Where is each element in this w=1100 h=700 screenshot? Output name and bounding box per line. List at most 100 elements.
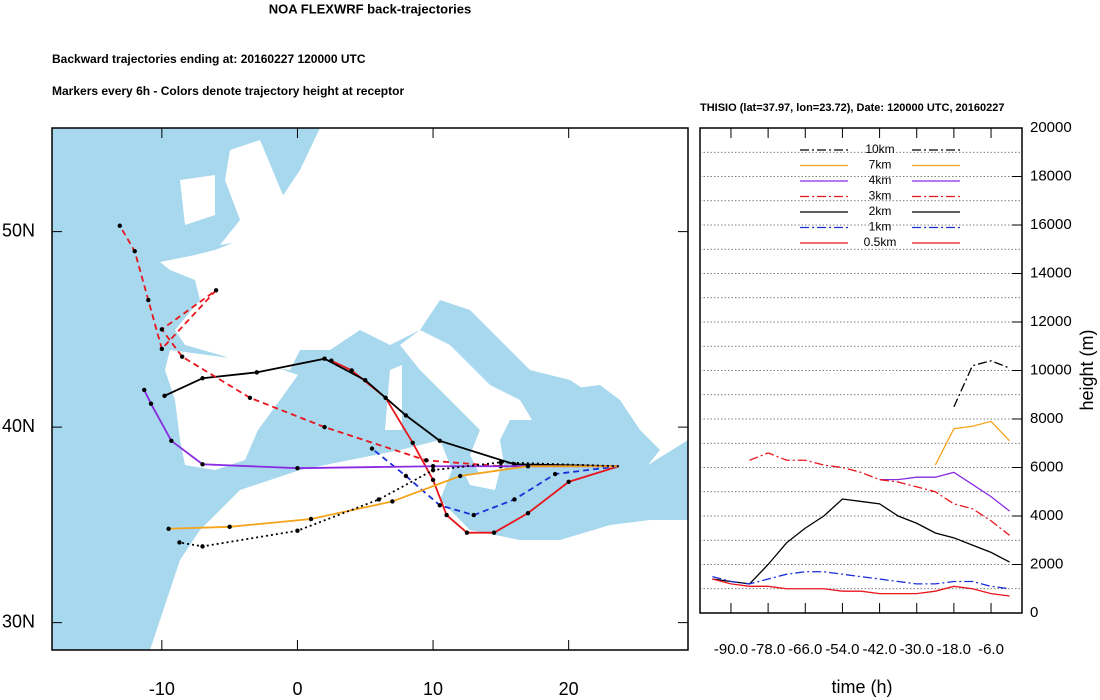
trajectories xyxy=(117,223,620,549)
trajectory-marker xyxy=(498,460,504,465)
trajectory xyxy=(119,225,619,468)
trajectory-marker xyxy=(512,497,517,502)
x-axis-label: time (h) xyxy=(831,677,892,697)
series-line xyxy=(953,360,1010,408)
y-tick-label: 8000 xyxy=(1030,410,1063,427)
map-background xyxy=(52,128,688,650)
y-tick-label: 16000 xyxy=(1030,216,1072,233)
plot-title: THISIO (lat=37.97, lon=23.72), Date: 120… xyxy=(700,102,1005,114)
trajectory-marker xyxy=(566,479,571,485)
trajectory-marker xyxy=(169,438,174,444)
trajectory-marker xyxy=(254,370,259,375)
legend-label: 2km xyxy=(869,204,892,218)
y-tick-label: 10000 xyxy=(1030,361,1072,378)
x-tick-label: 20 xyxy=(559,679,579,699)
trajectory-marker xyxy=(177,540,182,545)
trajectory-marker xyxy=(525,464,531,469)
series-line xyxy=(712,498,1010,585)
trajectory-marker xyxy=(444,512,449,518)
trajectory-marker xyxy=(159,346,165,352)
trajectory-marker xyxy=(376,497,382,502)
trajectory-marker xyxy=(552,471,558,477)
x-tick-label: -18.0 xyxy=(937,641,971,658)
trajectory-marker xyxy=(166,526,171,531)
trajectory-marker xyxy=(159,327,165,332)
y-tick-label: 6000 xyxy=(1030,458,1063,475)
series-line xyxy=(749,452,1011,536)
chart-title: NOA FLEXWRF back-trajectories xyxy=(269,1,472,16)
legend-label: 7km xyxy=(869,158,892,172)
x-tick-label: -42.0 xyxy=(862,641,896,658)
y-tick-label: 18000 xyxy=(1030,167,1072,184)
series-line xyxy=(879,471,1011,512)
trajectory-marker xyxy=(437,503,443,508)
y-tick-label: 50N xyxy=(2,220,35,240)
x-tick-label: -54.0 xyxy=(825,641,859,658)
x-tick-label: 10 xyxy=(423,679,443,699)
trajectory-marker xyxy=(142,387,147,393)
trajectory-marker xyxy=(200,462,205,467)
series-lines xyxy=(712,360,1011,597)
trajectory-marker xyxy=(213,288,219,293)
trajectory-marker xyxy=(200,376,205,381)
trajectory-marker xyxy=(457,473,463,479)
chart-layer: -10 0 10 20 30N 40N 50N 0 2000 4000 6000 8000 10000 1… xyxy=(2,119,1072,699)
trajectory-marker xyxy=(491,530,497,535)
trajectory-marker xyxy=(295,528,300,533)
subtitle: Markers every 6h - Colors denote traject… xyxy=(52,84,404,98)
y-tick-label: 4000 xyxy=(1030,507,1063,524)
trajectory-marker xyxy=(132,248,137,254)
trajectory-marker xyxy=(369,446,375,451)
x-tick-label: -78.0 xyxy=(751,641,785,658)
trajectory-marker xyxy=(363,378,368,383)
trajectory-marker xyxy=(471,512,476,518)
legend-label: 3km xyxy=(869,189,892,203)
series-line xyxy=(712,571,1010,590)
legend-label: 1km xyxy=(869,220,892,234)
y-tick-label: 12000 xyxy=(1030,313,1072,330)
trajectory-marker xyxy=(200,544,205,549)
trajectory-marker xyxy=(390,499,395,504)
trajectory-marker xyxy=(430,467,436,473)
y-tick-label: 20000 xyxy=(1030,119,1072,136)
series-line xyxy=(934,420,1011,466)
trajectory-marker xyxy=(525,510,531,516)
legend-label: 4km xyxy=(869,173,892,187)
trajectory-marker xyxy=(148,401,154,406)
x-tick-label: -10 xyxy=(149,679,175,699)
y-tick-label: 40N xyxy=(2,416,35,436)
map-frame xyxy=(51,127,689,651)
trajectory-marker xyxy=(179,354,185,359)
trajectory-marker xyxy=(464,530,470,535)
trajectory-marker xyxy=(430,477,436,483)
trajectory-marker xyxy=(437,438,443,444)
trajectory-marker xyxy=(162,393,167,399)
trajectory-marker xyxy=(308,516,314,522)
trajectory-marker xyxy=(322,424,327,430)
y-tick-label: 14000 xyxy=(1030,264,1072,281)
x-tick-label: -66.0 xyxy=(788,641,822,658)
x-tick-label: -90.0 xyxy=(714,641,748,658)
x-tick-label: 0 xyxy=(292,679,302,699)
y-tick-label: 0 xyxy=(1030,604,1038,621)
legend-label: 0.5km xyxy=(864,235,897,249)
subtitle: Backward trajectories ending at: 2016022… xyxy=(52,52,366,66)
trajectory-marker xyxy=(322,356,327,361)
y-tick-label: 30N xyxy=(2,611,35,631)
legend-label: 10km xyxy=(865,142,894,156)
trajectory-marker xyxy=(410,440,415,445)
trajectory-marker xyxy=(227,524,232,530)
y-tick-label: 2000 xyxy=(1030,555,1063,572)
trajectory-marker xyxy=(430,464,436,469)
trajectory-marker xyxy=(424,458,429,463)
x-tick-label: -30.0 xyxy=(900,641,934,658)
trajectory-marker xyxy=(247,395,253,400)
trajectory-marker xyxy=(146,297,151,303)
y-axis-label: height (m) xyxy=(1077,329,1097,410)
trajectory-marker xyxy=(403,413,409,418)
x-tick-label: -6.0 xyxy=(978,641,1004,658)
trajectory-marker xyxy=(403,473,409,479)
trajectory-marker xyxy=(117,223,123,228)
series-line xyxy=(712,578,1010,597)
trajectory-marker xyxy=(295,465,300,471)
